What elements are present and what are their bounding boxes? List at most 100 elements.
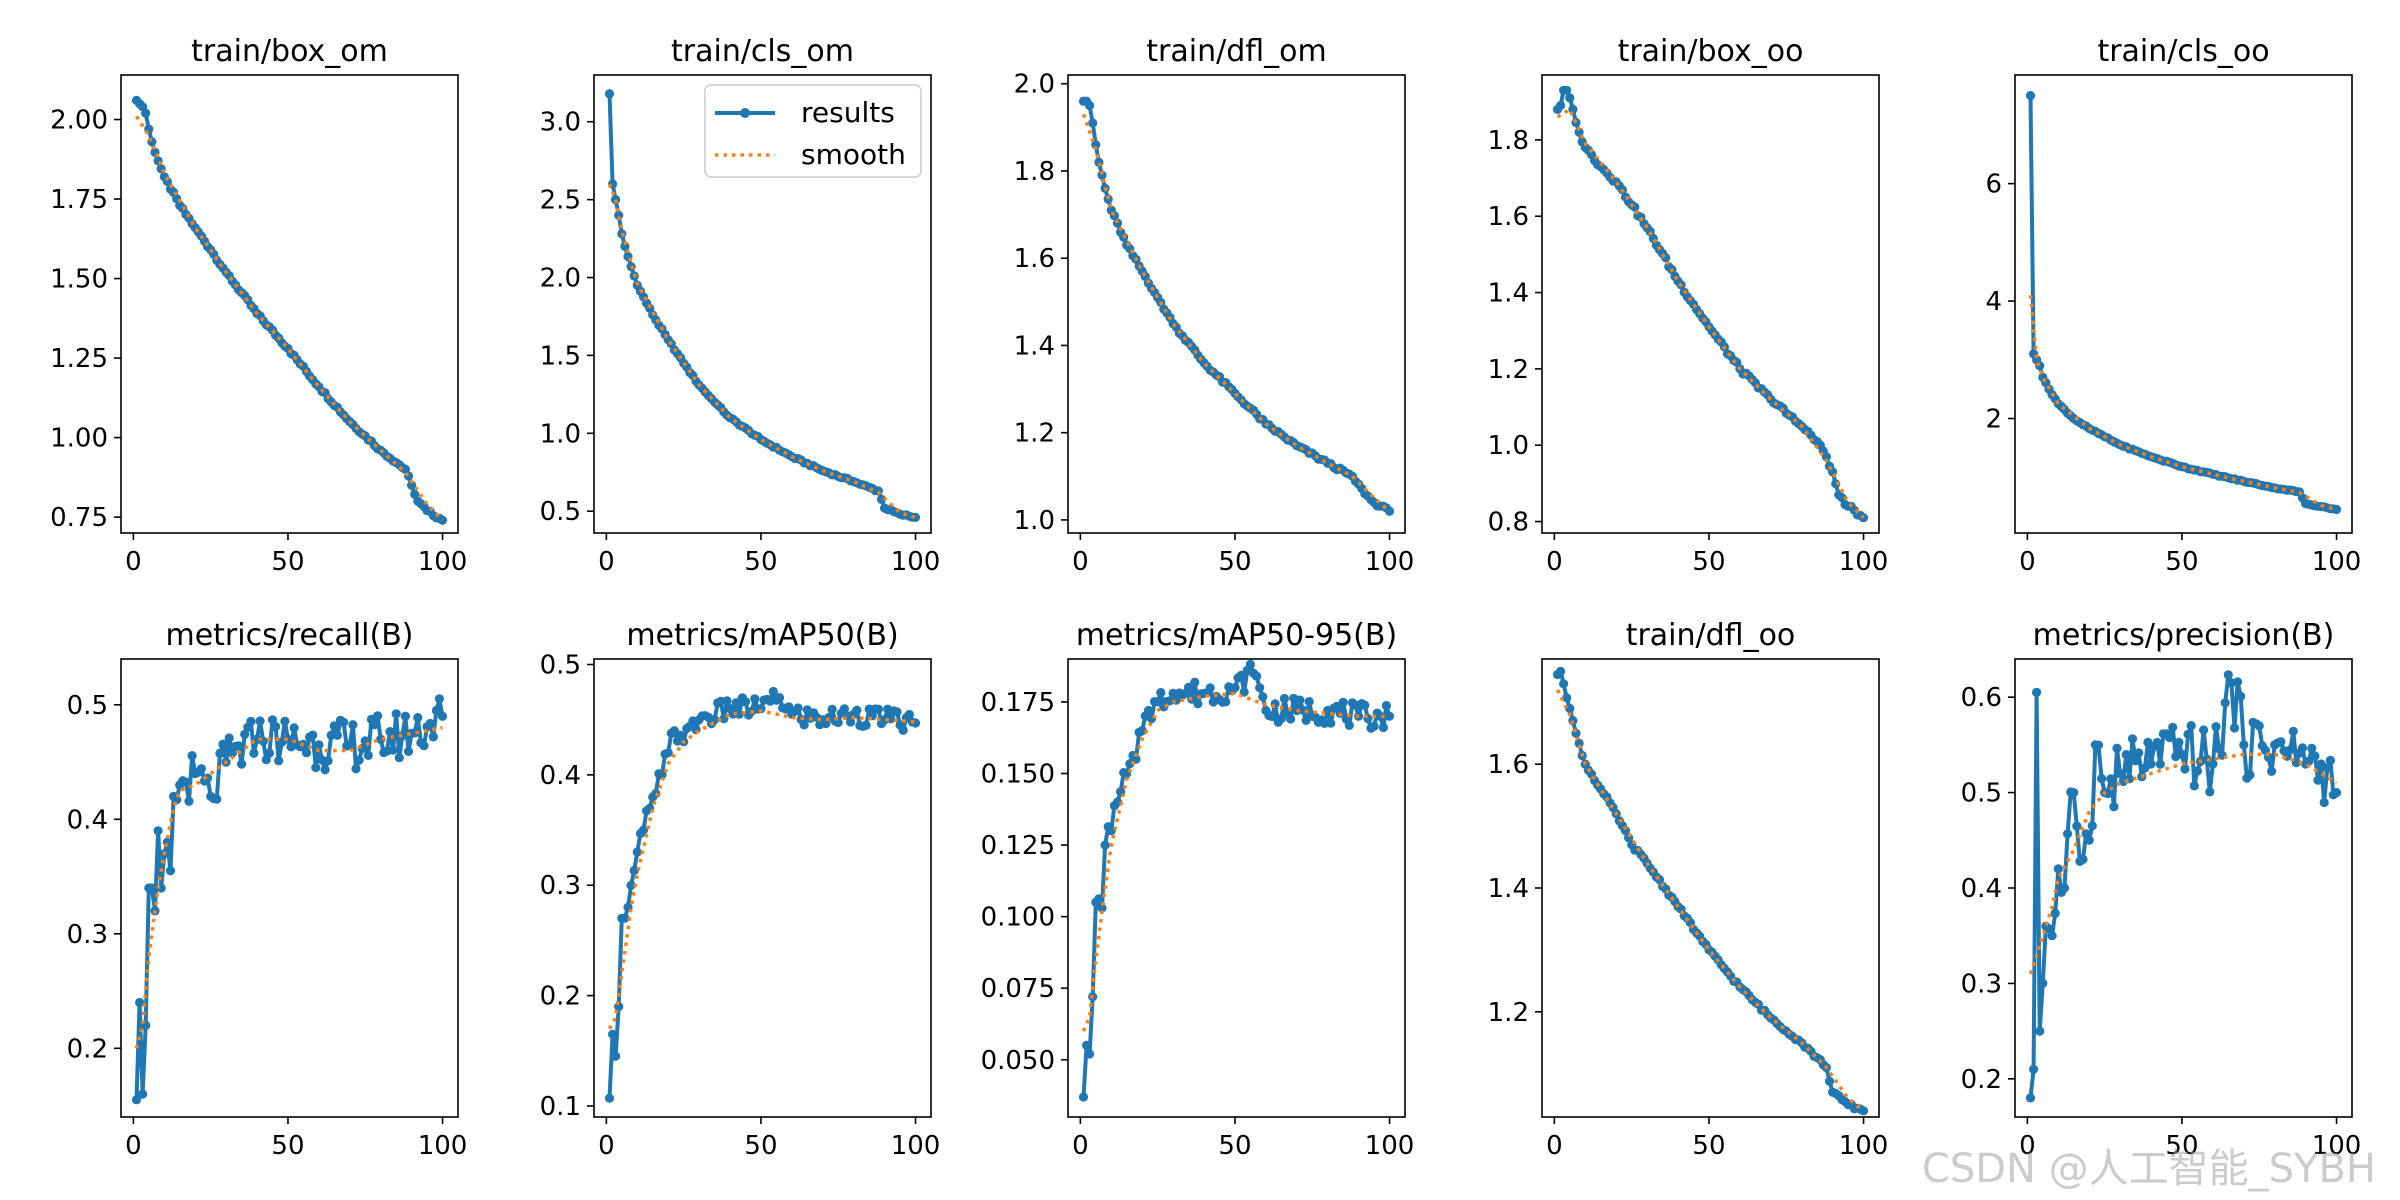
results-point xyxy=(351,764,361,774)
x-tick-label: 0 xyxy=(598,547,615,577)
y-tick-label: 0.4 xyxy=(67,805,108,835)
axes-frame xyxy=(593,658,932,1118)
results-point xyxy=(2053,864,2063,874)
panel-title: train/dfl_oo xyxy=(1626,618,1796,653)
results-point xyxy=(2322,763,2332,773)
x-tick-label: 0 xyxy=(125,547,142,577)
results-point xyxy=(196,764,206,774)
y-tick-label: 0.1 xyxy=(540,1092,581,1122)
results-point xyxy=(391,709,401,719)
panel-train-dfl-oo: train/dfl_oo 0 50 100 1.2 1.4 1.6 xyxy=(1488,618,1889,1161)
results-point xyxy=(2223,670,2233,680)
results-point xyxy=(2093,740,2104,750)
results-point xyxy=(271,721,281,732)
results-point xyxy=(407,480,417,490)
results-point xyxy=(611,1051,621,1061)
x-tick-label: 100 xyxy=(418,547,468,577)
results-point xyxy=(419,741,429,751)
results-point xyxy=(1143,705,1153,716)
panel-title: metrics/mAP50-95(B) xyxy=(1076,618,1397,653)
results-point xyxy=(410,728,420,738)
results-point xyxy=(2050,908,2060,919)
y-tick-label: 1.2 xyxy=(1488,355,1529,385)
panel-title: metrics/recall(B) xyxy=(165,618,413,653)
results-point xyxy=(2025,1093,2036,1103)
results-point xyxy=(135,997,145,1008)
results-point xyxy=(339,717,349,727)
panel-title: metrics/mAP50(B) xyxy=(626,618,898,653)
results-point xyxy=(2189,781,2199,791)
y-tick-label: 1.2 xyxy=(1014,419,1055,449)
results-point xyxy=(255,716,265,726)
results-point xyxy=(1094,894,1104,904)
y-tick-label: 1.6 xyxy=(1488,202,1529,232)
y-tick-label: 3.0 xyxy=(540,108,581,138)
results-point xyxy=(187,751,197,761)
x-tick-label: 50 xyxy=(271,1131,304,1161)
x-tick-label: 100 xyxy=(2312,1131,2362,1161)
results-point xyxy=(218,739,228,749)
results-point xyxy=(274,756,284,766)
results-point xyxy=(1556,100,1566,111)
results-point xyxy=(2276,737,2286,747)
results-point xyxy=(604,89,615,99)
y-tick-label: 2.5 xyxy=(540,186,581,216)
results-point xyxy=(2165,732,2175,743)
results-point xyxy=(311,763,321,773)
results-point xyxy=(237,759,247,769)
results-point xyxy=(280,716,290,726)
results-point xyxy=(2211,722,2221,732)
y-tick-label: 2.0 xyxy=(1014,70,1055,100)
results-point xyxy=(2307,743,2317,754)
results-point xyxy=(320,765,330,775)
results-point xyxy=(2121,750,2131,760)
results-point xyxy=(2236,691,2246,701)
x-tick-label: 100 xyxy=(2312,547,2362,577)
panel-train-cls-oo: train/cls_oo 0 50 100 2 4 6 xyxy=(1985,34,2361,577)
results-point xyxy=(332,730,342,740)
results-point xyxy=(2063,829,2073,839)
results-point xyxy=(2285,745,2295,755)
results-point xyxy=(1153,697,1163,707)
y-tick-label: 1.6 xyxy=(1488,750,1529,780)
results-point xyxy=(839,704,850,714)
results-point xyxy=(1236,670,1246,681)
results-point xyxy=(308,730,318,740)
results-point xyxy=(1193,699,1203,709)
results-point xyxy=(1078,1092,1089,1102)
y-tick-label: 1.4 xyxy=(1014,331,1055,361)
results-point xyxy=(1258,692,1268,702)
results-point xyxy=(2177,749,2187,760)
results-point xyxy=(233,741,244,751)
y-tick-label: 0.3 xyxy=(1961,969,2002,999)
y-tick-label: 1.4 xyxy=(1488,874,1529,904)
y-tick-label: 1.8 xyxy=(1488,126,1529,156)
x-tick-label: 0 xyxy=(598,1131,615,1161)
panel-train-cls-om: train/cls_om 0 50 100 0.5 1.0 1.5 2.0 2.5 3.0 resu… xyxy=(540,34,941,577)
axes-frame xyxy=(1067,74,1406,534)
results-point xyxy=(620,913,630,923)
results-point xyxy=(1378,722,1388,733)
results-point xyxy=(369,720,380,730)
results-point xyxy=(283,734,293,744)
x-tick-label: 100 xyxy=(1839,547,1889,577)
results-point xyxy=(1338,697,1348,707)
results-point xyxy=(2288,726,2298,736)
results-point xyxy=(1384,506,1395,516)
y-tick-label: 0.75 xyxy=(50,503,108,533)
axes-frame xyxy=(593,74,932,534)
results-point xyxy=(1190,677,1200,687)
results-point xyxy=(1255,683,1265,693)
results-point xyxy=(264,748,274,758)
results-point xyxy=(2168,722,2178,733)
results-point xyxy=(1559,679,1569,689)
results-point xyxy=(141,108,151,118)
results-point xyxy=(2183,729,2193,739)
results-point xyxy=(1221,697,1231,707)
smooth-line xyxy=(134,725,443,1049)
y-tick-label: 0.2 xyxy=(67,1034,108,1064)
results-point xyxy=(1360,700,1370,710)
y-tick-label: 1.8 xyxy=(1014,157,1055,187)
results-point xyxy=(876,494,887,504)
